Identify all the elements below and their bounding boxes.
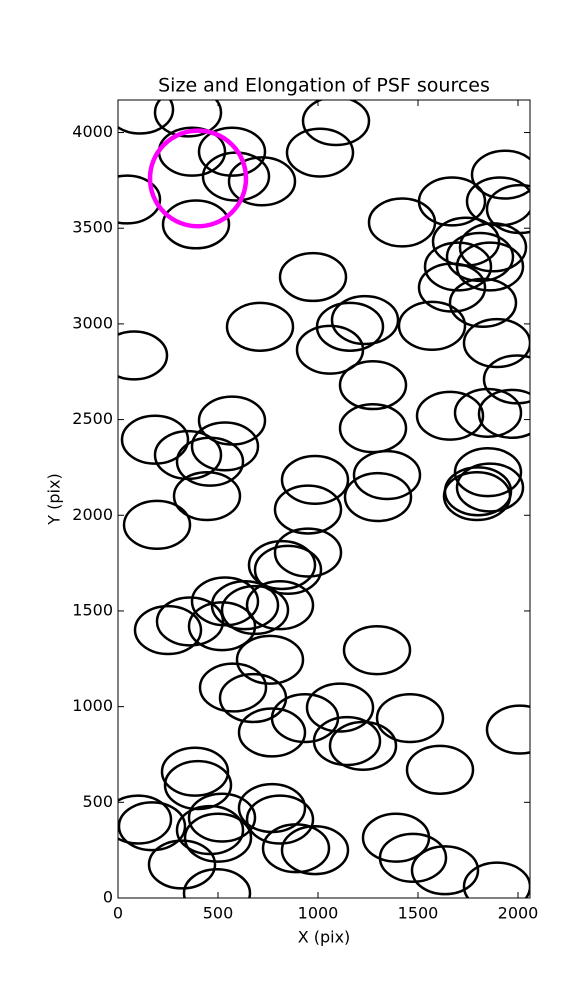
y-tick-label: 3500 <box>72 218 113 237</box>
psf-source <box>245 794 315 845</box>
psf-source <box>453 447 523 498</box>
psf-source <box>175 436 245 487</box>
psf-source <box>122 499 192 551</box>
psf-source <box>301 100 371 147</box>
psf-source <box>305 682 375 733</box>
psf-source <box>367 197 437 248</box>
psf-source <box>485 704 530 755</box>
psf-source <box>172 470 242 522</box>
y-axis-label: Y (pix) <box>45 473 64 525</box>
psf-source <box>455 462 525 513</box>
psf-source <box>415 390 485 441</box>
psf-source <box>175 804 245 856</box>
x-axis-label: X (pix) <box>298 928 351 947</box>
psf-source <box>118 330 169 381</box>
psf-source <box>197 126 267 177</box>
psf-source <box>225 301 295 352</box>
psf-source <box>278 251 348 303</box>
y-tick-label: 0 <box>103 888 113 907</box>
psf-source <box>410 845 480 896</box>
psf-source <box>455 241 525 292</box>
psf-source <box>375 692 445 744</box>
x-tick-label: 1000 <box>298 904 339 923</box>
x-tick-label: 500 <box>203 904 234 923</box>
psf-source <box>338 359 408 411</box>
psf-source <box>378 832 448 883</box>
psf-source <box>338 403 408 454</box>
psf-source <box>118 801 187 852</box>
y-tick-label: 3000 <box>72 313 113 332</box>
psf-source <box>397 300 467 351</box>
psf-source <box>153 100 223 138</box>
psf-source <box>273 527 343 578</box>
psf-source <box>330 294 400 346</box>
psf-source <box>247 539 317 591</box>
psf-source <box>405 744 475 795</box>
psf-source <box>155 596 225 647</box>
y-tick-label: 1000 <box>72 696 113 715</box>
chart-title: Size and Elongation of PSF sources <box>158 75 490 97</box>
psf-source <box>183 812 253 863</box>
psf-source <box>295 324 365 375</box>
y-tick-label: 2000 <box>72 505 113 524</box>
psf-source <box>160 746 230 797</box>
psf-source <box>187 601 257 652</box>
psf-source <box>163 759 233 811</box>
psf-source <box>210 580 280 631</box>
psf-source <box>147 839 217 890</box>
psf-source <box>477 388 530 440</box>
psf-source <box>133 604 203 656</box>
psf-source <box>453 387 523 439</box>
psf-source <box>235 634 305 685</box>
psf-source <box>417 176 487 227</box>
psf-source <box>161 199 231 250</box>
psf-source <box>443 466 513 517</box>
psf-source <box>147 128 249 229</box>
psf-source <box>445 231 515 283</box>
psf-source <box>465 176 530 227</box>
x-tick-label: 1500 <box>398 904 439 923</box>
psf-source <box>343 471 413 523</box>
axes-frame <box>117 99 531 899</box>
psf-source <box>423 241 493 292</box>
plot-area <box>118 100 530 898</box>
psf-source <box>328 720 398 772</box>
psf-source <box>448 277 518 329</box>
psf-source <box>280 454 350 506</box>
psf-source <box>462 317 530 369</box>
psf-source <box>312 715 382 767</box>
psf-source <box>462 861 530 898</box>
psf-source <box>485 183 530 235</box>
y-tick-label: 2500 <box>72 409 113 428</box>
psf-source <box>273 484 343 535</box>
psf-source <box>190 421 260 472</box>
psf-source <box>182 868 252 898</box>
psf-source <box>442 470 512 522</box>
x-tick-label: 2000 <box>498 904 539 923</box>
psf-source <box>470 149 530 200</box>
psf-source <box>227 156 297 207</box>
psf-source <box>118 794 173 845</box>
psf-source <box>118 174 162 225</box>
y-tick-label: 4000 <box>72 122 113 141</box>
y-tick-label: 500 <box>82 792 113 811</box>
y-tick-label: 1500 <box>72 600 113 619</box>
psf-source <box>261 823 331 874</box>
psf-source <box>120 414 190 465</box>
psf-source <box>198 662 268 713</box>
psf-source <box>253 544 323 595</box>
x-tick-label: 0 <box>113 904 123 923</box>
psf-source <box>342 625 412 676</box>
psf-source <box>285 127 355 178</box>
psf-source <box>280 824 350 876</box>
psf-source <box>237 707 307 758</box>
psf-source <box>118 100 175 135</box>
psf-source <box>245 580 315 631</box>
psf-source <box>458 222 528 273</box>
psf-source <box>352 449 422 501</box>
psf-source <box>187 792 257 843</box>
psf-source <box>220 584 290 636</box>
